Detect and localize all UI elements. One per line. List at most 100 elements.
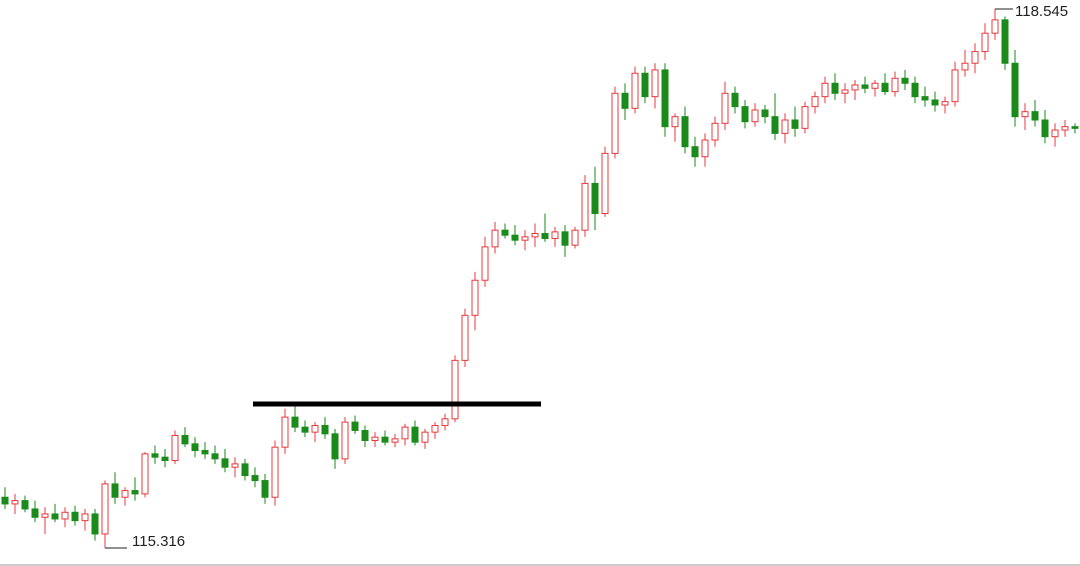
candle-body [291,416,299,428]
candle-body [111,483,119,498]
candle-body [141,453,149,495]
candle-body [1011,62,1019,118]
candle-body [1031,111,1039,121]
candle-body [621,92,629,109]
candle-body [61,511,69,520]
candle-body [411,426,419,443]
low-label: 115.316 [132,533,185,550]
candle-body [381,436,389,443]
candle-body [681,116,689,148]
candle-body [91,513,99,535]
candle-body [711,122,719,141]
candle-body [961,62,969,71]
candle-body [511,234,519,241]
candle-body [851,84,859,91]
candle-body [811,96,819,108]
candle-body [181,434,189,445]
candle-body [791,119,799,129]
candle-body [691,146,699,158]
candle-body [871,82,879,89]
candle-body [481,246,489,281]
candle-body [311,424,319,433]
candle-body [471,279,479,316]
candle-body [531,233,539,238]
candle-body [671,116,679,128]
candle-body [461,314,469,361]
candle-body [201,450,209,455]
candle-body [561,231,569,246]
candle-body [211,453,219,460]
candle-body [571,229,579,246]
candle-body [591,182,599,214]
candle-body [491,229,499,248]
candle-body [251,475,259,482]
candle-body [1001,19,1009,64]
candle-body [611,92,619,154]
candle-body [761,109,769,118]
candle-body [831,82,839,94]
candle-body [1061,126,1069,131]
candle-body [501,229,509,236]
candle-body [301,426,309,433]
candle-body [321,424,329,435]
candle-body [101,483,109,535]
candle-body [151,453,159,458]
candle-body [981,32,989,53]
candle-body [651,69,659,98]
candle-body [1021,111,1029,118]
candle-body [781,119,789,134]
candle-body [751,109,759,123]
candle-body [391,438,399,443]
candle-body [971,51,979,64]
candle-body [431,424,439,433]
candle-body [231,463,239,468]
candle-body [1,496,9,505]
candle-body [281,416,289,448]
candle-body [721,92,729,124]
candle-body [701,139,709,158]
candle-body [1051,129,1059,138]
candle-body [51,513,59,520]
candle-body [161,456,169,462]
candle-body [171,434,179,462]
candle-body [31,508,39,518]
candle-body [821,82,829,98]
candle-body [921,96,929,101]
candle-body [941,101,949,106]
candle-body [191,443,199,452]
candle-body [951,69,959,103]
candle-body [401,426,409,440]
candle-body [271,446,279,498]
candle-body [891,77,899,93]
candle-body [71,511,79,522]
candle-body [241,463,249,477]
candle-body [21,500,29,510]
candle-body [631,72,639,109]
candle-body [41,513,49,518]
candle-body [661,69,669,128]
candle-body [1041,119,1049,138]
candle-body [81,513,89,522]
candle-body [861,84,869,89]
candle-body [351,421,359,431]
candle-body [11,500,19,505]
candle-body [901,77,909,84]
candle-body [341,421,349,460]
candle-body [371,436,379,442]
candle-body [841,89,849,94]
candle-body [911,82,919,98]
candle-body [1071,126,1079,129]
high-label: 118.545 [1015,3,1068,20]
candle-body [881,82,889,93]
candle-body [801,106,809,129]
candle-body [991,19,999,34]
candle-body [451,359,459,420]
candle-body [601,152,609,214]
candle-body [421,431,429,443]
candle-body [131,490,139,495]
candle-body [261,480,269,498]
candle-body [581,182,589,231]
candle-body [121,490,129,498]
candle-body [741,106,749,123]
